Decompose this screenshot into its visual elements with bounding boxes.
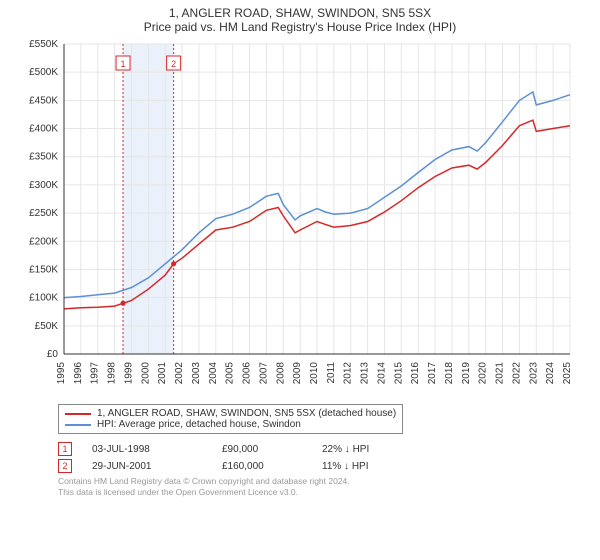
x-tick-label: 2011 <box>326 362 337 384</box>
legend-item: HPI: Average price, detached house, Swin… <box>65 419 396 430</box>
x-tick-label: 2019 <box>461 362 472 385</box>
x-tick-label: 2018 <box>444 362 455 385</box>
legend-item: 1, ANGLER ROAD, SHAW, SWINDON, SN5 5SX (… <box>65 408 396 419</box>
x-tick-label: 2014 <box>376 362 387 385</box>
x-tick-label: 2010 <box>309 362 320 385</box>
marker-table-id: 1 <box>58 442 72 456</box>
x-tick-label: 2020 <box>478 362 489 385</box>
x-tick-label: 1998 <box>107 362 118 385</box>
x-tick-label: 2001 <box>157 362 168 385</box>
marker-table-date: 29-JUN-2001 <box>92 461 202 472</box>
x-tick-label: 1999 <box>123 362 134 385</box>
x-tick-label: 1997 <box>90 362 101 385</box>
footer-line1: Contains HM Land Registry data © Crown c… <box>58 476 580 487</box>
footer-line2: This data is licensed under the Open Gov… <box>58 487 580 498</box>
x-tick-label: 2016 <box>410 362 421 385</box>
marker-table-price: £90,000 <box>222 444 302 455</box>
y-tick-label: £250K <box>29 208 58 219</box>
x-tick-label: 2013 <box>360 362 371 385</box>
line-chart: £0 £50K £100K £150K £200K £250K £300K £350K £400… <box>20 38 580 398</box>
marker-point <box>121 301 126 306</box>
x-tick-label: 2006 <box>242 362 253 385</box>
marker-table-price: £160,000 <box>222 461 302 472</box>
x-tick-label: 2008 <box>275 362 286 385</box>
marker-table-row: 2 29-JUN-2001 £160,000 11% ↓ HPI <box>58 459 580 473</box>
x-tick-label: 2022 <box>511 362 522 385</box>
marker-table-id: 2 <box>58 459 72 473</box>
y-tick-label: £0 <box>47 349 59 360</box>
marker-table-pct: 11% ↓ HPI <box>322 461 402 472</box>
x-tick-label: 2009 <box>292 362 303 385</box>
y-tick-label: £100K <box>29 293 58 304</box>
x-tick-label: 2007 <box>258 362 269 385</box>
marker-id: 1 <box>121 59 126 69</box>
legend: 1, ANGLER ROAD, SHAW, SWINDON, SN5 5SX (… <box>58 404 403 434</box>
x-tick-label: 2002 <box>174 362 185 385</box>
legend-label: HPI: Average price, detached house, Swin… <box>97 419 301 430</box>
y-tick-label: £550K <box>29 39 58 50</box>
y-tick-label: £350K <box>29 152 58 163</box>
marker-point <box>171 261 176 266</box>
marker-table-pct: 22% ↓ HPI <box>322 444 402 455</box>
y-tick-label: £150K <box>29 264 58 275</box>
x-tick-label: 2025 <box>562 362 573 385</box>
marker-id: 2 <box>171 59 176 69</box>
chart-area: £0 £50K £100K £150K £200K £250K £300K £350K £400… <box>20 38 580 398</box>
x-tick-label: 2004 <box>208 362 219 385</box>
chart-subtitle: Price paid vs. HM Land Registry's House … <box>0 20 600 38</box>
legend-swatch <box>65 413 91 415</box>
legend-swatch <box>65 424 91 426</box>
footer-attribution: Contains HM Land Registry data © Crown c… <box>58 476 580 498</box>
legend-label: 1, ANGLER ROAD, SHAW, SWINDON, SN5 5SX (… <box>97 408 396 419</box>
x-tick-label: 2023 <box>528 362 539 385</box>
page: 1, ANGLER ROAD, SHAW, SWINDON, SN5 5SX P… <box>0 0 600 560</box>
x-tick-label: 2005 <box>225 362 236 385</box>
x-tick-label: 1995 <box>56 362 67 385</box>
y-tick-label: £300K <box>29 180 58 191</box>
x-tick-label: 2017 <box>427 362 438 385</box>
x-tick-label: 2003 <box>191 362 202 385</box>
x-tick-label: 2000 <box>140 362 151 385</box>
chart-title: 1, ANGLER ROAD, SHAW, SWINDON, SN5 5SX <box>0 0 600 20</box>
y-tick-label: £50K <box>35 321 59 332</box>
y-tick-label: £450K <box>29 95 58 106</box>
y-tick-label: £400K <box>29 124 58 135</box>
marker-table: 1 03-JUL-1998 £90,000 22% ↓ HPI 2 29-JUN-2001… <box>58 442 580 473</box>
x-tick-label: 2012 <box>343 362 354 385</box>
marker-table-date: 03-JUL-1998 <box>92 444 202 455</box>
y-tick-label: £500K <box>29 67 58 78</box>
x-tick-label: 2024 <box>545 362 556 385</box>
x-tick-label: 1996 <box>73 362 84 385</box>
x-tick-label: 2015 <box>393 362 404 385</box>
x-tick-label: 2021 <box>495 362 506 385</box>
y-tick-label: £200K <box>29 236 58 247</box>
marker-table-row: 1 03-JUL-1998 £90,000 22% ↓ HPI <box>58 442 580 456</box>
